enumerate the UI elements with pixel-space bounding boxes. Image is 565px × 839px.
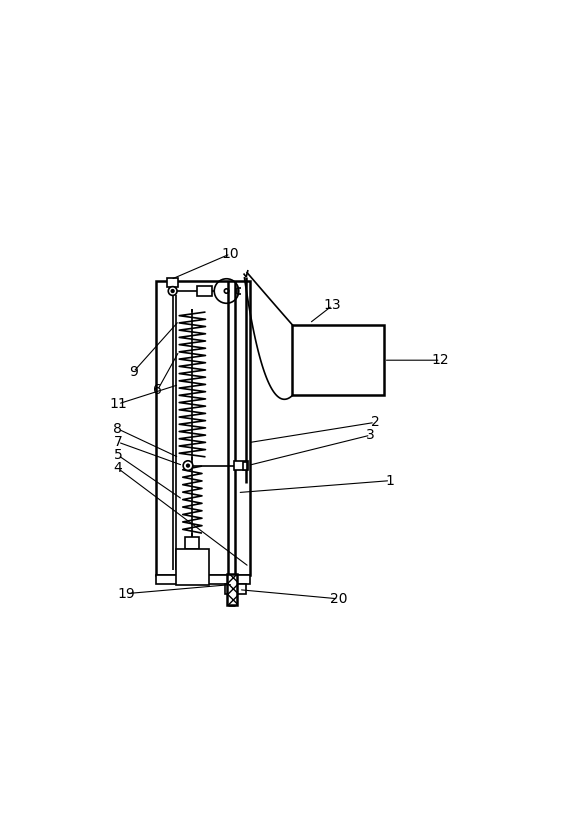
Text: 3: 3 — [366, 428, 375, 442]
Bar — [227, 574, 237, 606]
Bar — [176, 549, 209, 585]
Circle shape — [168, 287, 177, 295]
Text: 11: 11 — [109, 397, 127, 411]
Bar — [185, 537, 199, 549]
Text: 19: 19 — [118, 586, 136, 601]
Circle shape — [183, 461, 193, 471]
Text: 6: 6 — [153, 383, 162, 398]
Text: 1: 1 — [386, 474, 395, 487]
Bar — [292, 326, 384, 395]
Bar — [156, 281, 250, 575]
Text: 12: 12 — [432, 353, 449, 367]
Bar — [156, 575, 250, 585]
Text: 9: 9 — [129, 365, 138, 379]
Circle shape — [171, 289, 174, 292]
Text: 5: 5 — [114, 448, 122, 462]
Bar — [167, 278, 178, 287]
Bar — [243, 461, 247, 470]
Bar — [234, 461, 247, 471]
Bar — [197, 286, 212, 296]
Text: 10: 10 — [221, 247, 239, 261]
Bar — [225, 585, 246, 594]
Circle shape — [186, 464, 189, 467]
Text: 2: 2 — [371, 415, 379, 430]
Text: 8: 8 — [114, 422, 123, 436]
Text: 20: 20 — [330, 591, 347, 606]
Text: 4: 4 — [114, 461, 122, 476]
Text: 7: 7 — [114, 435, 122, 449]
Text: 13: 13 — [324, 299, 341, 312]
